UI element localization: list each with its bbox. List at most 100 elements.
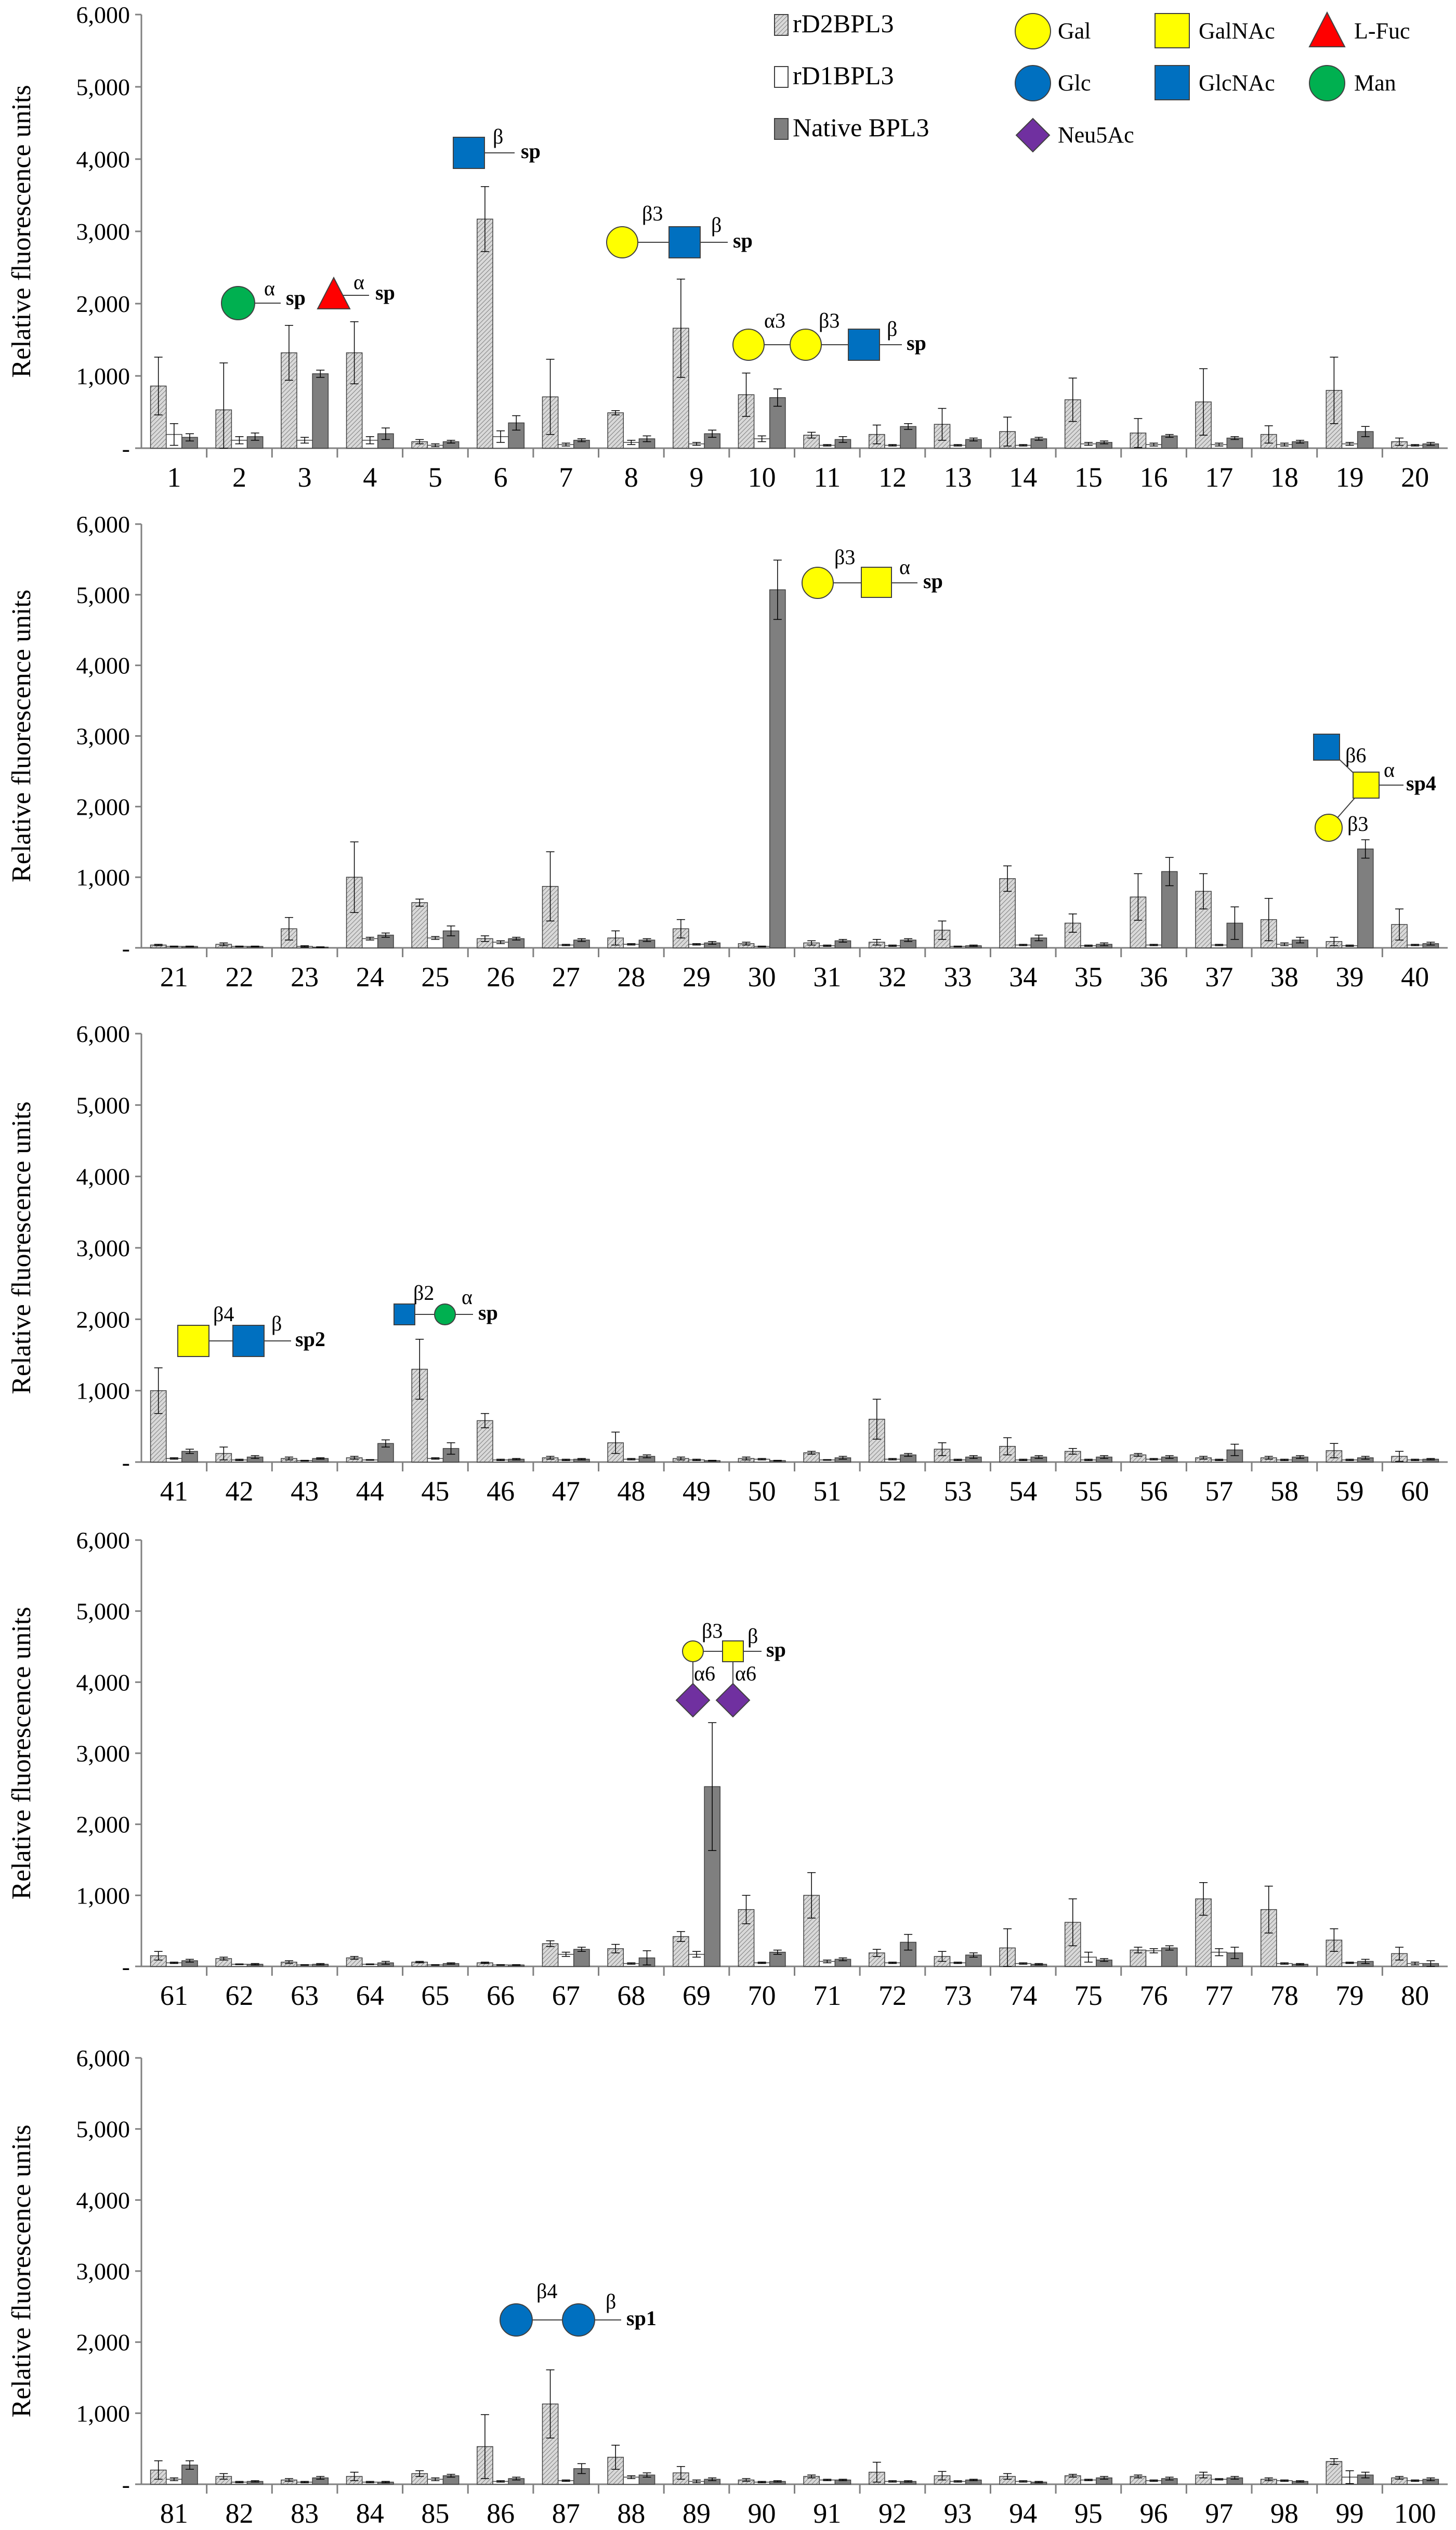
legend-man-label: Man: [1354, 70, 1396, 96]
glycan-link-label: β3: [642, 202, 663, 225]
y-tick-label: 3,000: [76, 2258, 130, 2285]
legend: rD2BPL3 rD1BPL3 Native BPL3 Gal Glc Neu5…: [774, 9, 1410, 153]
glycan-link-label: α: [1384, 758, 1395, 781]
legend-neu5ac-label: Neu5Ac: [1058, 122, 1134, 148]
x-tick-label: 50: [748, 1476, 776, 1507]
x-tick-label: 78: [1270, 1980, 1298, 2011]
glycan-link-label: β4: [536, 2279, 557, 2303]
y-tick-label: 2,000: [76, 1811, 130, 1838]
legend-gal-label: Gal: [1058, 18, 1091, 44]
glycan-link-label: β3: [1347, 812, 1368, 836]
x-tick-label: 20: [1401, 462, 1429, 493]
y-tick-label: 5,000: [76, 1092, 130, 1118]
gal-circle-icon: [790, 329, 822, 361]
gal-circle-icon: [606, 226, 638, 258]
x-tick-label: 56: [1140, 1476, 1168, 1507]
x-tick-label: 86: [487, 2498, 515, 2529]
x-tick-label: 57: [1205, 1476, 1233, 1507]
x-tick-label: 9: [690, 462, 704, 493]
x-tick-label: 52: [878, 1476, 907, 1507]
glycan-spacer-label: sp: [286, 286, 306, 309]
glycan-disialyl-t-sp: β3 β α6 α6 sp: [675, 1619, 786, 1718]
x-tick-label: 14: [1009, 462, 1037, 493]
glycan-link-label: β6: [1345, 744, 1366, 767]
chart-panel: Relative fluorescence units - 1,000 2,000 3,…: [7, 1527, 1448, 2011]
y-tick-label: -: [122, 1953, 130, 1980]
glycan-link-label: α: [264, 277, 275, 300]
glycan-spacer-label: sp1: [626, 2306, 657, 2330]
y-tick-label: 6,000: [76, 1527, 130, 1554]
x-tick-label: 73: [944, 1980, 972, 2011]
glycan-link-label: α: [899, 555, 910, 579]
legend-glc-label: Glc: [1058, 70, 1091, 96]
x-tick-label: 40: [1401, 961, 1429, 993]
glycan-link-label: β3: [834, 545, 855, 569]
legend-rd2-label: rD2BPL3: [793, 9, 894, 38]
x-tick-label: 88: [617, 2498, 645, 2529]
y-axis-label: Relative fluorescence units: [7, 2124, 36, 2417]
x-tick-label: 85: [421, 2498, 449, 2529]
glycan-glcnac-b2-man-sp: β2 α sp: [393, 1281, 498, 1325]
x-tick-label: 95: [1074, 2498, 1103, 2529]
y-tick-label: 6,000: [76, 2045, 130, 2071]
chart-panel: Relative fluorescence units - 1,000 2,000 3,…: [7, 2045, 1448, 2529]
x-tick-label: 29: [683, 961, 711, 993]
x-tick-label: 94: [1009, 2498, 1037, 2529]
glycan-spacer-label: sp: [923, 569, 943, 593]
glcnac-square-icon: [848, 329, 880, 361]
neu5ac-diamond-icon: [1015, 118, 1051, 153]
x-tick-label: 91: [813, 2498, 841, 2529]
x-tick-label: 24: [356, 961, 384, 993]
x-tick-label: 67: [552, 1980, 580, 2011]
x-tick-label: 75: [1074, 1980, 1103, 2011]
galnac-square-icon: [1353, 772, 1380, 799]
y-tick-label: 5,000: [76, 582, 130, 608]
x-tick-label: 55: [1074, 1476, 1103, 1507]
y-tick-label: 5,000: [76, 2116, 130, 2143]
x-tick-label: 41: [160, 1476, 188, 1507]
x-tick-label: 13: [944, 462, 972, 493]
lfuc-triangle-icon: [317, 276, 351, 309]
glycan-gal-a3-gal-b3-glcnac-sp: α3 β3 β sp: [732, 309, 926, 361]
legend-glcnac-label: GlcNAc: [1199, 70, 1275, 96]
y-tick-label: 3,000: [76, 1740, 130, 1767]
x-tick-label: 60: [1401, 1476, 1429, 1507]
glycan-spacer-label: sp4: [1406, 772, 1436, 795]
glycan-link-label: β: [711, 213, 722, 237]
glycan-link-label: α6: [735, 1662, 756, 1685]
y-axis-label: Relative fluorescence units: [7, 590, 36, 882]
x-tick-label: 43: [291, 1476, 319, 1507]
glycan-gal-b3-glcnac-sp: β3 β sp: [606, 202, 753, 258]
x-tick-label: 3: [298, 462, 312, 493]
bar-rD2BPL3: [542, 2403, 559, 2485]
x-tick-label: 35: [1074, 961, 1103, 993]
x-tick-label: 19: [1336, 462, 1364, 493]
x-tick-label: 63: [291, 1980, 319, 2011]
y-tick-label: 4,000: [76, 2187, 130, 2213]
glc-circle-icon: [500, 2303, 533, 2337]
bar-rD2BPL3: [607, 412, 624, 449]
x-tick-label: 51: [813, 1476, 841, 1507]
legend-rd1-label: rD1BPL3: [793, 61, 894, 90]
glycan-fuc-alpha-sp: α sp: [317, 270, 395, 309]
x-tick-label: 66: [487, 1980, 515, 2011]
glycan-spacer-label: sp: [733, 229, 753, 252]
legend-lfuc-label: L-Fuc: [1354, 18, 1410, 44]
x-tick-label: 34: [1009, 961, 1037, 993]
x-tick-label: 18: [1270, 462, 1298, 493]
x-tick-label: 70: [748, 1980, 776, 2011]
y-tick-label: 2,000: [76, 1306, 130, 1333]
x-tick-label: 11: [814, 462, 841, 493]
x-tick-label: 39: [1336, 961, 1364, 993]
y-tick-label: 3,000: [76, 1235, 130, 1261]
glcnac-square-icon: [1155, 65, 1190, 100]
x-tick-label: 87: [552, 2498, 580, 2529]
legend-native-label: Native BPL3: [793, 113, 929, 142]
x-tick-label: 44: [356, 1476, 384, 1507]
x-tick-label: 74: [1009, 1980, 1037, 2011]
bar-Native BPL3: [1161, 435, 1178, 449]
glycan-spacer-label: sp2: [295, 1327, 325, 1351]
legend-series-rd2: rD2BPL3: [774, 9, 894, 38]
glycan-link-label: α: [462, 1285, 473, 1309]
x-tick-label: 48: [617, 1476, 645, 1507]
